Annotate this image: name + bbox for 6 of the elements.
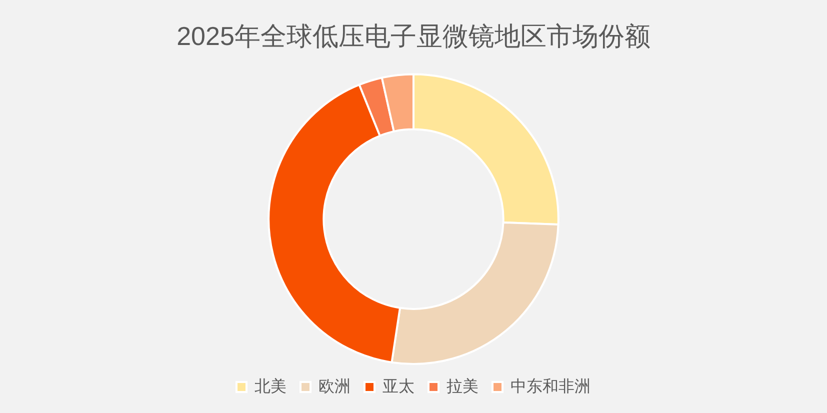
chart-title: 2025年全球低压电子显微镜地区市场份额 — [176, 20, 650, 51]
legend-label: 中东和非洲 — [510, 377, 590, 396]
legend-label: 北美 — [254, 377, 286, 396]
legend-label: 拉美 — [446, 377, 478, 396]
legend-label: 亚太 — [382, 377, 414, 396]
legend-label: 欧洲 — [318, 377, 350, 396]
